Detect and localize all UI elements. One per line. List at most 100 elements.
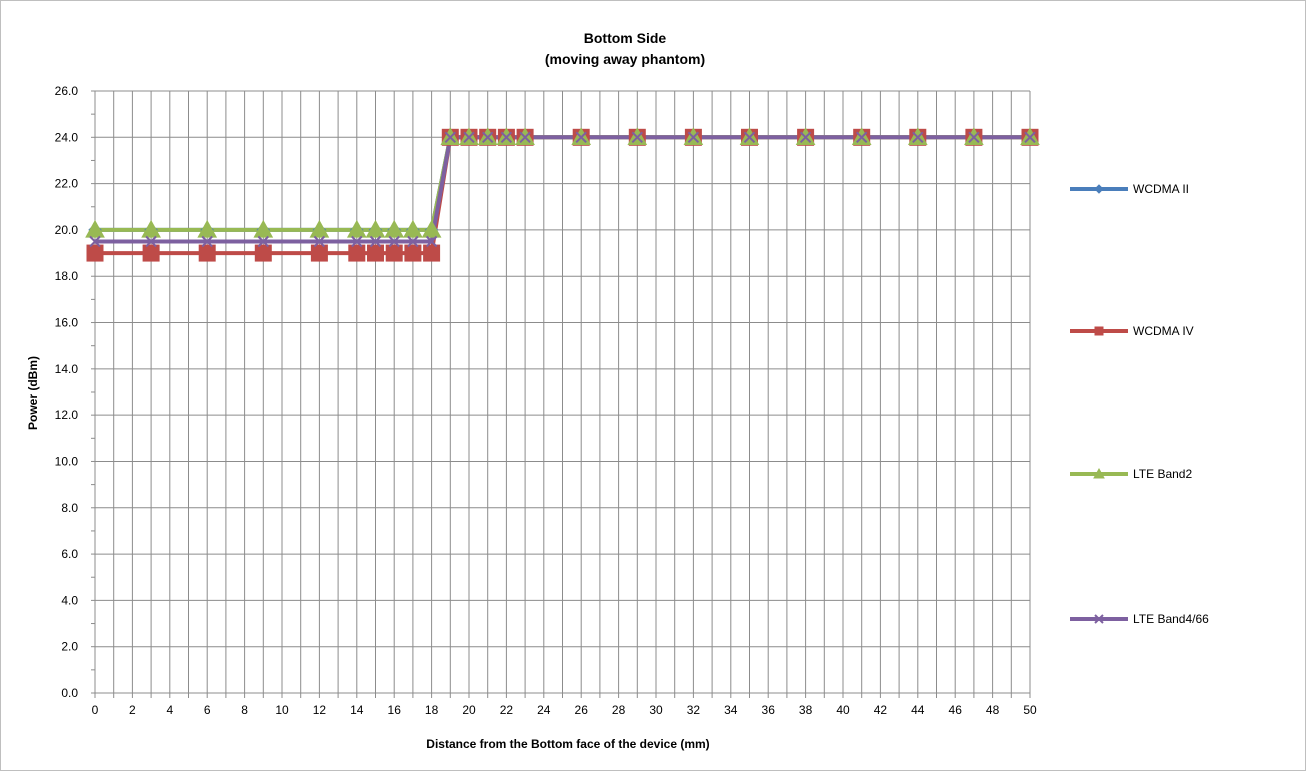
data-point	[141, 219, 161, 238]
data-point	[385, 244, 403, 262]
x-tick-label: 18	[425, 703, 439, 717]
data-point	[425, 235, 438, 248]
y-tick-label: 14.0	[55, 362, 79, 376]
data-point	[423, 244, 441, 262]
data-point	[257, 235, 270, 248]
x-tick-label: 20	[462, 703, 476, 717]
data-point	[197, 219, 218, 238]
y-tick-label: 20.0	[55, 223, 79, 237]
x-tick-label: 2	[129, 703, 136, 717]
data-point	[519, 131, 531, 144]
data-point	[912, 131, 924, 144]
data-point	[310, 244, 328, 262]
axes: 0 2 4 6 8 10 12 14 16 18 20 22 24 26 28 30 32 34 36 38 40 42 4…	[55, 84, 1037, 717]
x-tick-label: 30	[649, 703, 663, 717]
data-point	[198, 244, 216, 262]
legend-label: LTE Band2	[1133, 467, 1192, 481]
x-tick-label: 4	[166, 703, 173, 717]
data-point	[313, 235, 326, 248]
data-point	[142, 244, 160, 262]
data-point	[388, 235, 400, 248]
x-tick-label: 32	[687, 703, 701, 717]
data-point	[365, 219, 386, 238]
data-point	[367, 244, 384, 262]
data-point	[346, 219, 367, 238]
x-tick-label: 48	[986, 703, 1000, 717]
chart-title: Bottom Side	[584, 30, 667, 46]
x-tick-label: 24	[537, 703, 551, 717]
data-point	[309, 219, 330, 238]
data-point	[1024, 131, 1036, 144]
data-point	[351, 235, 363, 248]
data-point	[254, 244, 272, 262]
x-tick-label: 44	[911, 703, 925, 717]
x-tick-label: 6	[204, 703, 211, 717]
y-tick-label: 2.0	[61, 640, 78, 654]
data-point	[631, 131, 644, 144]
x-tick-label: 46	[949, 703, 963, 717]
x-tick-label: 22	[500, 703, 514, 717]
data-point	[86, 244, 104, 262]
legend-label: LTE Band4/66	[1133, 612, 1209, 626]
x-tick-label: 50	[1023, 703, 1037, 717]
legend-marker	[1093, 467, 1105, 479]
legend-marker	[1094, 326, 1104, 336]
x-tick-label: 34	[724, 703, 738, 717]
y-tick-label: 4.0	[61, 593, 78, 607]
x-tick-label: 16	[388, 703, 402, 717]
x-tick-label: 36	[762, 703, 776, 717]
gridlines	[95, 90, 1031, 693]
data-point	[481, 131, 494, 144]
y-tick-label: 8.0	[61, 501, 78, 515]
chart-subtitle: (moving away phantom)	[545, 51, 705, 67]
data-point	[421, 219, 442, 238]
data-point	[253, 219, 274, 238]
data-point	[575, 131, 587, 144]
data-point	[369, 235, 382, 248]
x-tick-label: 0	[92, 703, 99, 717]
data-point	[89, 235, 101, 248]
data-point	[500, 131, 513, 144]
y-tick-label: 22.0	[55, 177, 79, 191]
data-point	[85, 219, 105, 238]
y-tick-label: 26.0	[55, 84, 79, 98]
legend: WCDMA II WCDMA IV LTE Band2 LTE Band4/66	[1070, 182, 1209, 626]
data-point	[687, 131, 700, 144]
data-point	[444, 131, 457, 144]
data-point	[145, 235, 157, 248]
data-point	[404, 244, 422, 262]
legend-marker	[1094, 614, 1104, 624]
y-tick-label: 6.0	[61, 547, 78, 561]
y-tick-label: 24.0	[55, 130, 79, 144]
x-axis-title: Distance from the Bottom face of the dev…	[426, 737, 709, 751]
x-tick-label: 26	[575, 703, 589, 717]
y-tick-label: 18.0	[55, 269, 79, 283]
data-point	[968, 131, 980, 144]
x-tick-label: 10	[275, 703, 289, 717]
x-tick-label: 28	[612, 703, 626, 717]
y-axis-title: Power (dBm)	[26, 356, 40, 430]
data-point	[743, 131, 756, 144]
data-point	[799, 131, 812, 144]
legend-label: WCDMA IV	[1133, 324, 1194, 338]
y-tick-label: 10.0	[55, 454, 79, 468]
series-group	[85, 127, 1040, 262]
y-tick-label: 12.0	[55, 408, 79, 422]
data-point	[855, 131, 868, 144]
x-tick-label: 12	[313, 703, 327, 717]
x-tick-label: 40	[836, 703, 850, 717]
series-line	[95, 135, 1030, 244]
legend-label: WCDMA II	[1133, 182, 1189, 196]
data-point	[463, 131, 475, 144]
data-point	[201, 235, 213, 248]
data-point	[384, 219, 405, 238]
legend-marker	[1094, 184, 1104, 194]
x-tick-label: 38	[799, 703, 813, 717]
x-tick-label: 42	[874, 703, 888, 717]
x-tick-label: 8	[241, 703, 248, 717]
data-point	[407, 235, 419, 248]
x-tick-label: 14	[350, 703, 364, 717]
y-tick-label: 16.0	[55, 316, 79, 330]
